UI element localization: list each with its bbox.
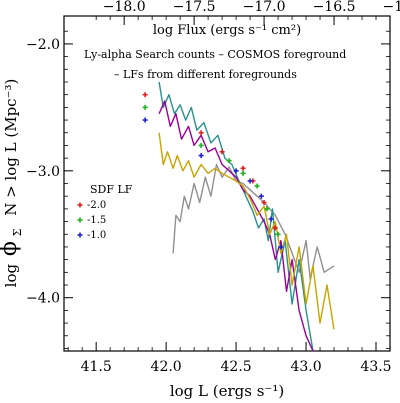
top-tick-label: −16.0 <box>383 0 400 15</box>
sdf-legend-label-2: -1.0 <box>87 230 106 241</box>
x-tick-label: 43.0 <box>290 359 321 375</box>
sdf-marker-0 <box>219 149 225 155</box>
series-line-3 <box>158 132 335 330</box>
sdf-marker-1 <box>142 104 148 110</box>
sdf-marker-2 <box>198 153 204 159</box>
sdf-marker-0 <box>272 225 278 231</box>
x-tick-label: 42.0 <box>151 359 182 375</box>
sdf-marker-1 <box>275 231 281 237</box>
sdf-marker-1 <box>264 206 270 212</box>
sdf-marker-1 <box>240 170 246 176</box>
annotation-line-2: – LFs from different foregrounds <box>114 68 297 81</box>
x-tick-label: 43.5 <box>360 359 391 375</box>
y-tick-label: −4.0 <box>26 291 60 307</box>
sdf-marker-2 <box>268 216 274 222</box>
svg-text:log ϕ Σ N >: log ϕ Σ N > log L (Mpc⁻³) <box>0 79 25 288</box>
x-tick-label: 42.5 <box>221 359 252 375</box>
sdf-legend-entry-2: -1.0 <box>77 230 106 241</box>
sdf-marker-layer <box>142 92 284 250</box>
y-tick-label: −2.0 <box>26 37 60 53</box>
sdf-legend: -2.0 -1.5 -1.0 <box>77 200 106 241</box>
series-layer <box>158 81 335 352</box>
x-tick-label: 41.5 <box>81 359 112 375</box>
y-tick-label: −3.0 <box>26 164 60 180</box>
y-axis-title-phi: ϕ <box>0 241 22 256</box>
sdf-marker-0 <box>261 200 267 206</box>
series-line-2 <box>158 100 314 352</box>
sdf-legend-label-0: -2.0 <box>87 200 106 211</box>
top-axis-title: log Flux (ergs s⁻¹ cm²) <box>153 23 301 38</box>
y-axis-title: log ϕ Σ N > log L (Mpc⁻³) <box>0 79 25 288</box>
sdf-marker-2 <box>247 178 253 184</box>
y-axis-title-subscript: Σ <box>11 228 24 236</box>
top-tick-label: −17.5 <box>173 0 216 15</box>
series-line-1 <box>158 81 314 352</box>
sdf-marker-0 <box>142 92 148 98</box>
top-tick-label: −18.0 <box>103 0 146 15</box>
x-axis-title: log L (ergs s⁻¹) <box>170 382 284 400</box>
sdf-marker-1 <box>254 183 260 189</box>
sdf-legend-title: SDF LF <box>90 183 133 196</box>
sdf-marker-1 <box>226 158 232 164</box>
sdf-legend-entry-0: -2.0 <box>77 200 106 211</box>
sdf-marker-0 <box>198 130 204 136</box>
sdf-marker-0 <box>240 165 246 171</box>
sdf-marker-2 <box>233 168 239 174</box>
annotation-line-1: Ly-alpha Search counts – COSMOS foregrou… <box>84 48 346 61</box>
axis-ticks: 41.5 42.0 42.5 43.0 43.5 −18.0 −17.5 −17.0 −16.5… <box>26 0 400 375</box>
sdf-marker-2 <box>278 244 284 250</box>
sdf-marker-2 <box>142 117 148 123</box>
sdf-legend-entry-1: -1.5 <box>77 215 106 226</box>
top-tick-label: −17.0 <box>243 0 286 15</box>
y-axis-title-log: log <box>2 264 20 288</box>
y-axis-title-rest: N > log L (Mpc⁻³) <box>2 79 20 216</box>
top-tick-label: −16.5 <box>313 0 356 15</box>
sdf-marker-1 <box>198 142 204 148</box>
sdf-marker-2 <box>258 193 264 199</box>
sdf-legend-label-1: -1.5 <box>87 215 106 226</box>
